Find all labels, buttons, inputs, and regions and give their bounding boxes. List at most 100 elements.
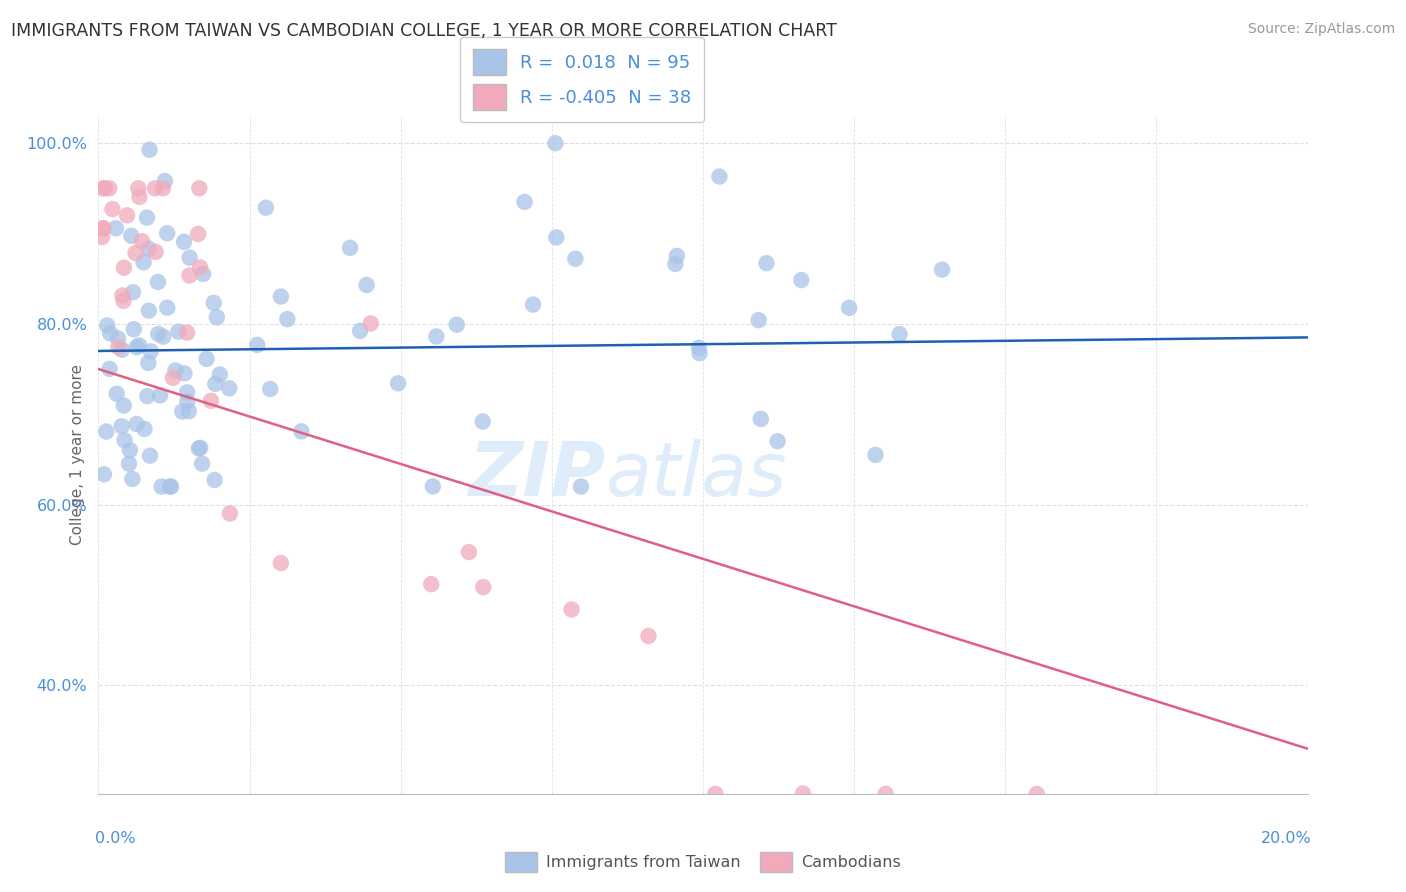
Point xyxy=(167,325,190,339)
Point xyxy=(156,301,179,315)
Point xyxy=(748,313,770,327)
Point xyxy=(114,434,136,448)
Point xyxy=(766,434,789,449)
Point xyxy=(111,288,134,302)
Point xyxy=(200,393,222,408)
Point xyxy=(176,385,198,400)
Point xyxy=(138,143,160,157)
Point xyxy=(191,457,214,471)
Point xyxy=(205,310,228,325)
Point xyxy=(188,260,211,275)
Point xyxy=(270,289,292,303)
Point xyxy=(688,341,710,355)
Point xyxy=(270,556,292,570)
Point xyxy=(107,340,129,354)
Point xyxy=(790,273,813,287)
Point xyxy=(98,326,121,340)
Point xyxy=(177,404,200,418)
Text: IMMIGRANTS FROM TAIWAN VS CAMBODIAN COLLEGE, 1 YEAR OR MORE CORRELATION CHART: IMMIGRANTS FROM TAIWAN VS CAMBODIAN COLL… xyxy=(11,22,837,40)
Point xyxy=(471,415,494,429)
Point xyxy=(94,181,117,195)
Point xyxy=(176,326,198,340)
Point xyxy=(457,545,479,559)
Point xyxy=(422,479,444,493)
Point xyxy=(179,268,201,283)
Point xyxy=(138,242,160,256)
Point xyxy=(755,256,778,270)
Point xyxy=(522,297,544,311)
Point xyxy=(689,346,711,360)
Point xyxy=(173,235,195,249)
Point xyxy=(564,252,586,266)
Point xyxy=(112,399,135,413)
Point xyxy=(165,363,187,377)
Point xyxy=(162,371,184,385)
Point xyxy=(132,255,155,269)
Point xyxy=(173,367,195,381)
Point xyxy=(146,275,169,289)
Text: atlas: atlas xyxy=(606,439,787,511)
Point xyxy=(665,249,688,263)
Point xyxy=(889,326,911,341)
Point xyxy=(792,787,814,801)
Point xyxy=(156,227,179,241)
Point xyxy=(134,422,156,436)
Text: 20.0%: 20.0% xyxy=(1260,831,1312,847)
Point xyxy=(704,787,727,801)
Point xyxy=(446,318,468,332)
Point xyxy=(425,329,447,343)
Point xyxy=(931,262,953,277)
Point xyxy=(254,201,277,215)
Point xyxy=(122,322,145,336)
Point xyxy=(125,417,148,431)
Point xyxy=(125,340,148,354)
Point xyxy=(107,331,129,345)
Point xyxy=(246,338,269,352)
Point xyxy=(96,425,118,439)
Point xyxy=(709,169,731,184)
Point xyxy=(152,329,174,343)
Point xyxy=(96,318,118,333)
Point xyxy=(204,473,226,487)
Point xyxy=(218,381,240,395)
Point xyxy=(124,246,146,260)
Point xyxy=(120,228,142,243)
Text: 0.0%: 0.0% xyxy=(94,831,135,847)
Point xyxy=(472,580,495,594)
Point xyxy=(387,376,409,391)
Point xyxy=(91,230,114,244)
Point xyxy=(187,227,209,241)
Point xyxy=(187,442,209,456)
Point xyxy=(176,394,198,409)
Point xyxy=(150,479,173,493)
Point xyxy=(204,376,226,391)
Point xyxy=(118,457,141,471)
Point xyxy=(153,174,176,188)
Point xyxy=(513,194,536,209)
Point xyxy=(112,293,135,308)
Point xyxy=(145,244,167,259)
Point xyxy=(149,388,172,402)
Point xyxy=(111,343,134,357)
Point xyxy=(160,479,183,493)
Point xyxy=(139,449,162,463)
Point xyxy=(105,386,128,401)
Point xyxy=(749,412,772,426)
Point xyxy=(561,602,583,616)
Point xyxy=(148,326,170,341)
Point xyxy=(349,324,371,338)
Point xyxy=(290,425,312,439)
Point xyxy=(356,278,378,293)
Point xyxy=(544,136,567,151)
Point xyxy=(420,577,443,591)
Point xyxy=(1025,787,1047,801)
Point xyxy=(98,362,121,376)
Point xyxy=(91,221,114,235)
Point xyxy=(98,181,121,195)
Point xyxy=(259,382,281,396)
Point xyxy=(360,317,382,331)
Point xyxy=(136,389,159,403)
Point xyxy=(219,507,242,521)
Point xyxy=(875,787,897,801)
Point xyxy=(139,344,162,359)
